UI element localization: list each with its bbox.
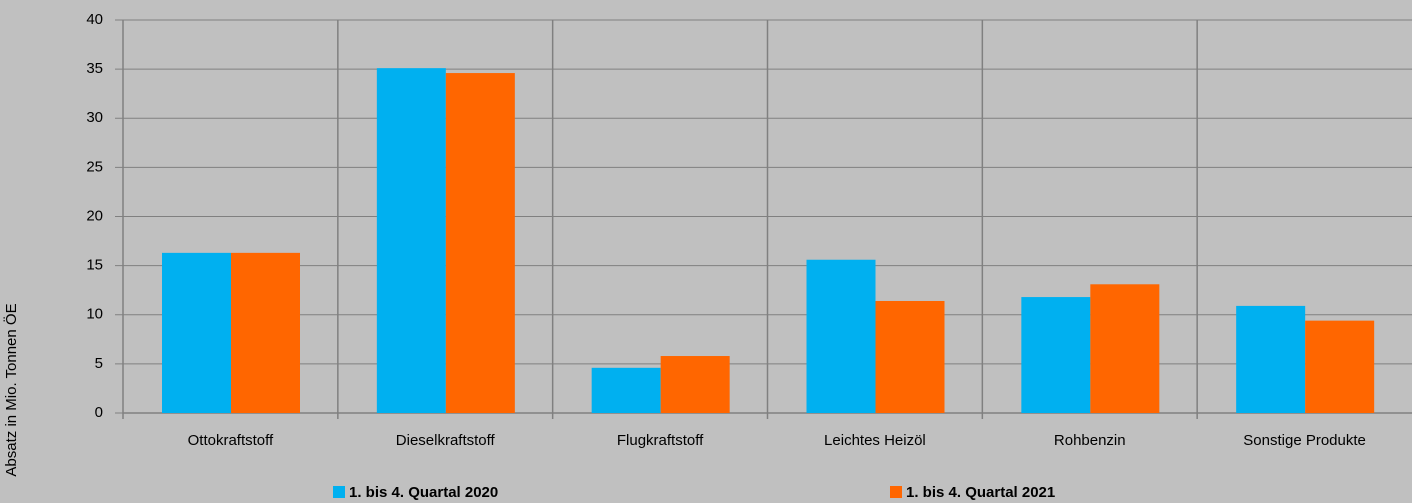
- legend-label: 1. bis 4. Quartal 2021: [906, 484, 1055, 501]
- legend-swatch: [333, 486, 345, 498]
- bar: [1305, 320, 1375, 413]
- y-tick-label: 35: [86, 60, 103, 77]
- bar: [162, 252, 231, 413]
- x-tick-label: Leichtes Heizöl: [824, 432, 926, 449]
- y-tick-label: 30: [86, 109, 103, 126]
- bar: [376, 68, 446, 413]
- bar: [1090, 284, 1160, 413]
- bar: [660, 356, 730, 413]
- y-tick-label: 10: [86, 306, 103, 323]
- legend-label: 1. bis 4. Quartal 2020: [349, 484, 498, 501]
- y-tick-label: 15: [86, 257, 103, 274]
- y-tick-label: 20: [86, 207, 103, 224]
- x-tick-label: Dieselkraftstoff: [396, 432, 496, 449]
- y-axis-label: Absatz in Mio. Tonnen ÖE: [2, 303, 20, 476]
- bar: [445, 73, 515, 414]
- bar: [1021, 297, 1091, 413]
- x-tick-label: Sonstige Produkte: [1243, 432, 1366, 449]
- legend-swatch: [890, 486, 902, 498]
- bar: [591, 367, 661, 413]
- x-tick-label: Flugkraftstoff: [617, 432, 704, 449]
- x-tick-label: Rohbenzin: [1054, 432, 1126, 449]
- y-tick-label: 25: [86, 158, 103, 175]
- bar: [806, 259, 876, 413]
- bar: [231, 252, 300, 413]
- bar: [875, 300, 945, 413]
- y-tick-label: 40: [86, 11, 103, 28]
- y-tick-label: 5: [95, 355, 103, 372]
- y-tick-label: 0: [95, 404, 103, 421]
- x-tick-label: Ottokraftstoff: [188, 432, 274, 449]
- bar: [1236, 305, 1306, 413]
